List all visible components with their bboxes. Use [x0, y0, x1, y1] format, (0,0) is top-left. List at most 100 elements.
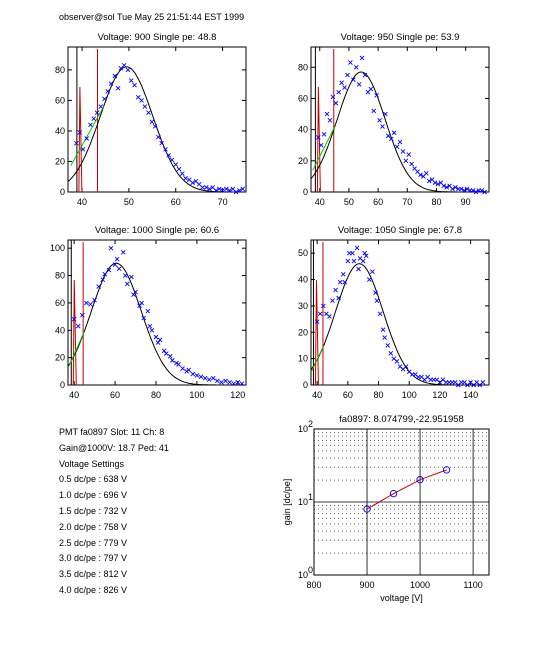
data-point [371, 108, 377, 114]
data-point [400, 149, 406, 154]
data-point [223, 378, 228, 384]
data-point [161, 348, 167, 354]
data-point [350, 77, 356, 83]
data-point [94, 110, 100, 115]
data-point [360, 258, 366, 264]
data-point [120, 249, 126, 255]
data-point [342, 279, 348, 285]
low-fit-line [68, 331, 85, 366]
data-point [75, 323, 81, 329]
data-point [406, 152, 412, 157]
data-point [330, 298, 335, 303]
data-point [145, 308, 151, 314]
plot-frame [310, 46, 490, 193]
data-point [461, 188, 467, 193]
y-tick-label: 10 [298, 570, 308, 580]
voltage-setting: 1.0 dc/pe : 696 V [59, 490, 128, 501]
data-point [432, 180, 438, 185]
x-tick-label: 70 [402, 197, 412, 207]
data-point [77, 130, 83, 135]
data-point [167, 353, 173, 359]
data-point [133, 289, 138, 295]
data-point [98, 104, 104, 109]
data-point [366, 277, 372, 282]
histogram-plot-1: Voltage: 900 Single pe: 48.8 40 50 60 70 0 20 4… [55, 32, 247, 207]
data-point [116, 266, 122, 272]
x-tick-label: 140 [463, 390, 478, 400]
data-point [84, 300, 89, 306]
data-point [206, 377, 212, 382]
data-point [159, 140, 165, 146]
data-point [374, 93, 379, 98]
data-point [202, 375, 208, 381]
data-point [374, 298, 380, 303]
data-point [174, 360, 179, 366]
x-tick-label: 50 [124, 197, 134, 207]
data-point [444, 185, 450, 190]
y-tick-label: 60 [55, 95, 65, 105]
plot-title: Voltage: 950 Single pe: 53.9 [341, 32, 460, 43]
y-tick-label: 0 [60, 380, 65, 390]
data-point [96, 284, 102, 289]
gain-point [442, 466, 451, 474]
data-point [327, 314, 332, 319]
low-fit-line [311, 345, 325, 371]
data-point [152, 124, 158, 129]
data-point [102, 96, 107, 102]
data-point [139, 300, 144, 306]
data-point [190, 180, 195, 186]
data-point [359, 55, 365, 61]
y-tick-label: 80 [55, 271, 65, 281]
data-point [227, 379, 232, 385]
data-point [137, 303, 142, 308]
data-point [348, 60, 353, 65]
data-point [473, 189, 479, 195]
data-point [377, 311, 383, 317]
histogram-plot-2: Voltage: 950 Single pe: 53.9 40 50 60 70 80 90… [298, 32, 490, 207]
data-point [403, 364, 409, 369]
data-point [383, 111, 388, 117]
data-point [125, 281, 130, 287]
data-point [388, 136, 394, 142]
data-point [88, 122, 93, 128]
x-tick-label: 60 [171, 197, 181, 207]
gain-point [363, 505, 371, 513]
data-point [122, 273, 128, 278]
fit-curve [67, 262, 246, 386]
data-point [115, 85, 121, 91]
x-tick-label: 1100 [463, 580, 482, 590]
y-tick-label: 20 [55, 156, 65, 166]
data-point [362, 250, 368, 256]
data-point [373, 290, 378, 296]
x-tick-label: 120 [230, 390, 245, 400]
data-point [403, 158, 409, 164]
data-point [169, 157, 175, 163]
data-point [423, 170, 429, 176]
data-point [394, 358, 400, 364]
plot-title: Voltage: 1050 Single pe: 67.8 [338, 225, 462, 236]
data-point [71, 317, 77, 322]
data-point [380, 124, 385, 129]
data-point [121, 62, 127, 68]
data-point [203, 185, 209, 190]
data-point [320, 303, 326, 309]
data-point [362, 72, 368, 78]
data-point [337, 279, 343, 285]
x-tick-label: 120 [432, 390, 447, 400]
fit-curve [310, 263, 489, 386]
data-point [128, 78, 134, 83]
data-point [340, 271, 346, 277]
data-point [464, 186, 470, 192]
y-axis-label: gain [dc/pe] [282, 479, 292, 526]
data-point [342, 85, 347, 90]
data-point [441, 183, 447, 189]
y-tick-label: 20 [298, 156, 308, 166]
data-point [318, 142, 324, 148]
plot-title: Voltage: 1000 Single pe: 60.6 [95, 225, 219, 236]
data-point [146, 110, 151, 115]
y-tick-exponent: 1 [308, 492, 313, 502]
data-point [470, 188, 476, 193]
data-point [213, 188, 219, 193]
x-tick-label: 80 [151, 390, 161, 400]
